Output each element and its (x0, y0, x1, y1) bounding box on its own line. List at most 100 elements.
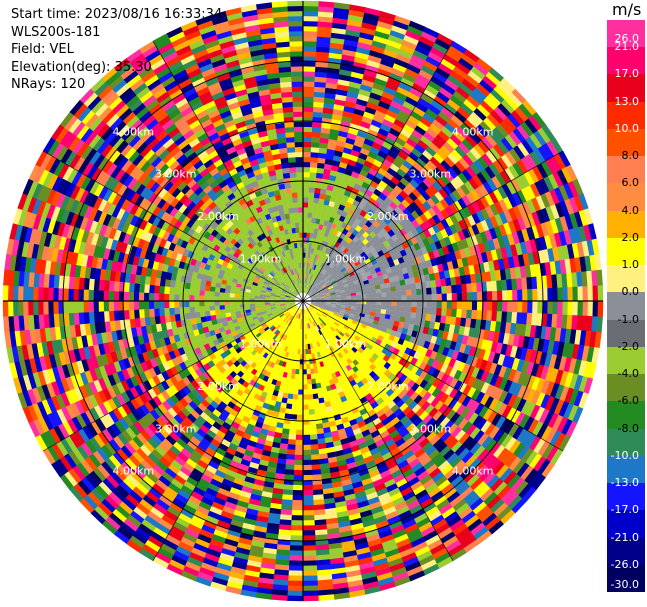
range-gate (306, 364, 311, 370)
range-gate (419, 379, 429, 389)
range-gate (545, 366, 555, 382)
range-gate (424, 320, 431, 328)
range-gate (455, 317, 462, 327)
range-gate (448, 324, 456, 334)
range-gate (159, 285, 165, 294)
range-gate (465, 424, 477, 437)
range-gate (450, 548, 467, 562)
range-gate (433, 321, 441, 331)
range-gate (133, 283, 140, 293)
range-gate (451, 308, 458, 318)
range-gate (343, 314, 350, 319)
range-gate (457, 393, 468, 405)
range-gate (497, 301, 503, 312)
range-gate (556, 416, 569, 433)
range-gate (431, 359, 440, 369)
range-gate (407, 371, 416, 380)
range-gate (78, 289, 84, 301)
range-gate (416, 470, 430, 482)
range-gate (374, 312, 381, 318)
range-gate (342, 334, 349, 341)
range-gate (360, 344, 367, 351)
range-gate (350, 306, 357, 310)
range-gate (463, 490, 477, 504)
range-gate (328, 312, 334, 317)
range-gate (434, 352, 443, 362)
range-gate (379, 313, 386, 319)
range-gate (355, 306, 362, 311)
range-gate (429, 420, 441, 432)
range-gate (392, 395, 402, 405)
range-gate (481, 435, 493, 449)
range-gate (508, 439, 522, 455)
range-gate (426, 417, 437, 428)
range-gate (525, 402, 536, 417)
range-gate (339, 322, 346, 328)
range-gate (397, 441, 409, 452)
range-gate (469, 477, 484, 491)
range-gate (388, 334, 396, 342)
range-gate (458, 447, 470, 461)
range-gate (492, 428, 505, 443)
range-gate (437, 527, 453, 540)
range-gate (12, 300, 19, 317)
range-gate (584, 330, 592, 347)
range-gate (451, 350, 460, 361)
range-gate (288, 575, 303, 582)
range-gate (291, 505, 303, 511)
range-gate (533, 456, 547, 472)
range-gate (336, 318, 342, 323)
range-gate (372, 417, 382, 426)
range-gate (463, 344, 472, 356)
range-gate (406, 379, 416, 389)
range-gate (138, 300, 145, 310)
range-gate (292, 500, 303, 506)
range-gate (377, 389, 386, 398)
range-gate (315, 325, 320, 331)
range-gate (53, 287, 59, 301)
range-gate (414, 359, 423, 369)
range-gate (326, 336, 332, 342)
range-gate (526, 388, 537, 403)
range-gate (148, 308, 155, 318)
range-gate (199, 300, 205, 307)
range-gate (462, 363, 471, 375)
range-gate (344, 340, 351, 347)
range-gate (331, 302, 337, 305)
range-gate (427, 366, 436, 376)
range-gate (506, 311, 513, 324)
range-gate (199, 290, 205, 296)
range-gate (209, 300, 215, 306)
range-gate (356, 303, 362, 308)
range-gate (558, 401, 570, 418)
range-gate (344, 310, 351, 314)
range-gate (103, 290, 109, 301)
range-gate (344, 332, 351, 338)
range-gate (330, 303, 337, 307)
range-gate (315, 305, 321, 308)
range-gate (153, 293, 160, 301)
range-gate (366, 334, 374, 341)
range-gate (345, 307, 351, 312)
range-gate (324, 342, 330, 349)
range-gate (512, 425, 524, 441)
range-gate (472, 501, 488, 515)
range-gate (334, 311, 340, 315)
range-gate (356, 341, 363, 348)
range-gate (411, 444, 423, 455)
range-gate (436, 301, 443, 309)
range-gate (498, 365, 508, 379)
range-gate (219, 305, 225, 310)
range-gate (302, 580, 318, 587)
range-gate (411, 330, 418, 338)
range-gate (288, 565, 303, 572)
range-gate (391, 301, 397, 306)
range-gate (357, 329, 365, 336)
range-gate (561, 418, 573, 436)
range-gate (420, 455, 432, 467)
range-gate (346, 303, 352, 307)
range-gate (461, 395, 472, 408)
range-gate (473, 526, 489, 541)
range-gate (449, 377, 459, 389)
range-gate (532, 474, 546, 491)
